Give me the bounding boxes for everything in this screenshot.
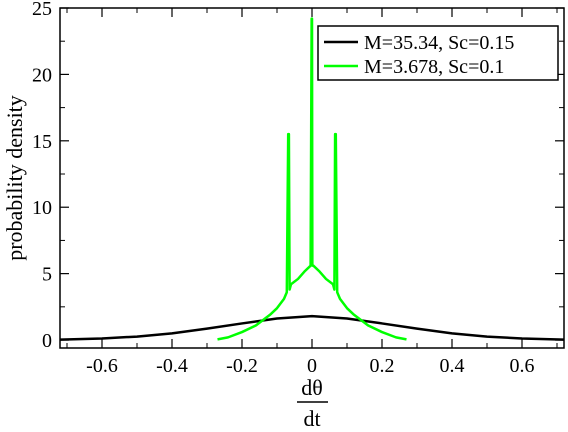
x-tick-label: 0.4 — [440, 355, 465, 377]
x-tick-label: -0.4 — [156, 355, 188, 377]
plot-layer — [59, 17, 565, 341]
y-axis-label: probability density — [2, 95, 27, 261]
x-axis-label-denominator: dt — [303, 406, 320, 431]
y-tick-label: 15 — [32, 131, 52, 153]
x-tick-label: -0.2 — [226, 355, 258, 377]
x-axis-label: dθ dt — [297, 375, 328, 431]
y-tick-label: 25 — [32, 0, 52, 20]
y-tick-label: 5 — [42, 264, 52, 286]
y-tick-labels: 0 5 10 15 20 25 — [32, 0, 52, 352]
x-tick-labels: -0.6 -0.4 -0.2 0 0.2 0.4 0.6 — [86, 355, 534, 377]
y-tick-label: 0 — [42, 330, 52, 352]
legend-box — [317, 25, 559, 81]
x-tick-label: 0.2 — [370, 355, 395, 377]
x-tick-label: 0.6 — [510, 355, 535, 377]
legend: M=35.34, Sc=0.15 M=3.678, Sc=0.1 — [317, 25, 559, 81]
axis-ticks — [60, 7, 564, 348]
y-tick-label: 20 — [32, 64, 52, 86]
series-line-1 — [59, 314, 565, 341]
y-tick-label: 10 — [32, 197, 52, 219]
legend-label-series-1: M=35.34, Sc=0.15 — [364, 32, 514, 54]
x-tick-label: 0 — [307, 355, 317, 377]
x-axis-label-numerator: dθ — [301, 375, 323, 400]
legend-label-series-2: M=3.678, Sc=0.1 — [364, 56, 504, 78]
series-line-2 — [217, 17, 407, 341]
x-tick-label: -0.6 — [86, 355, 118, 377]
